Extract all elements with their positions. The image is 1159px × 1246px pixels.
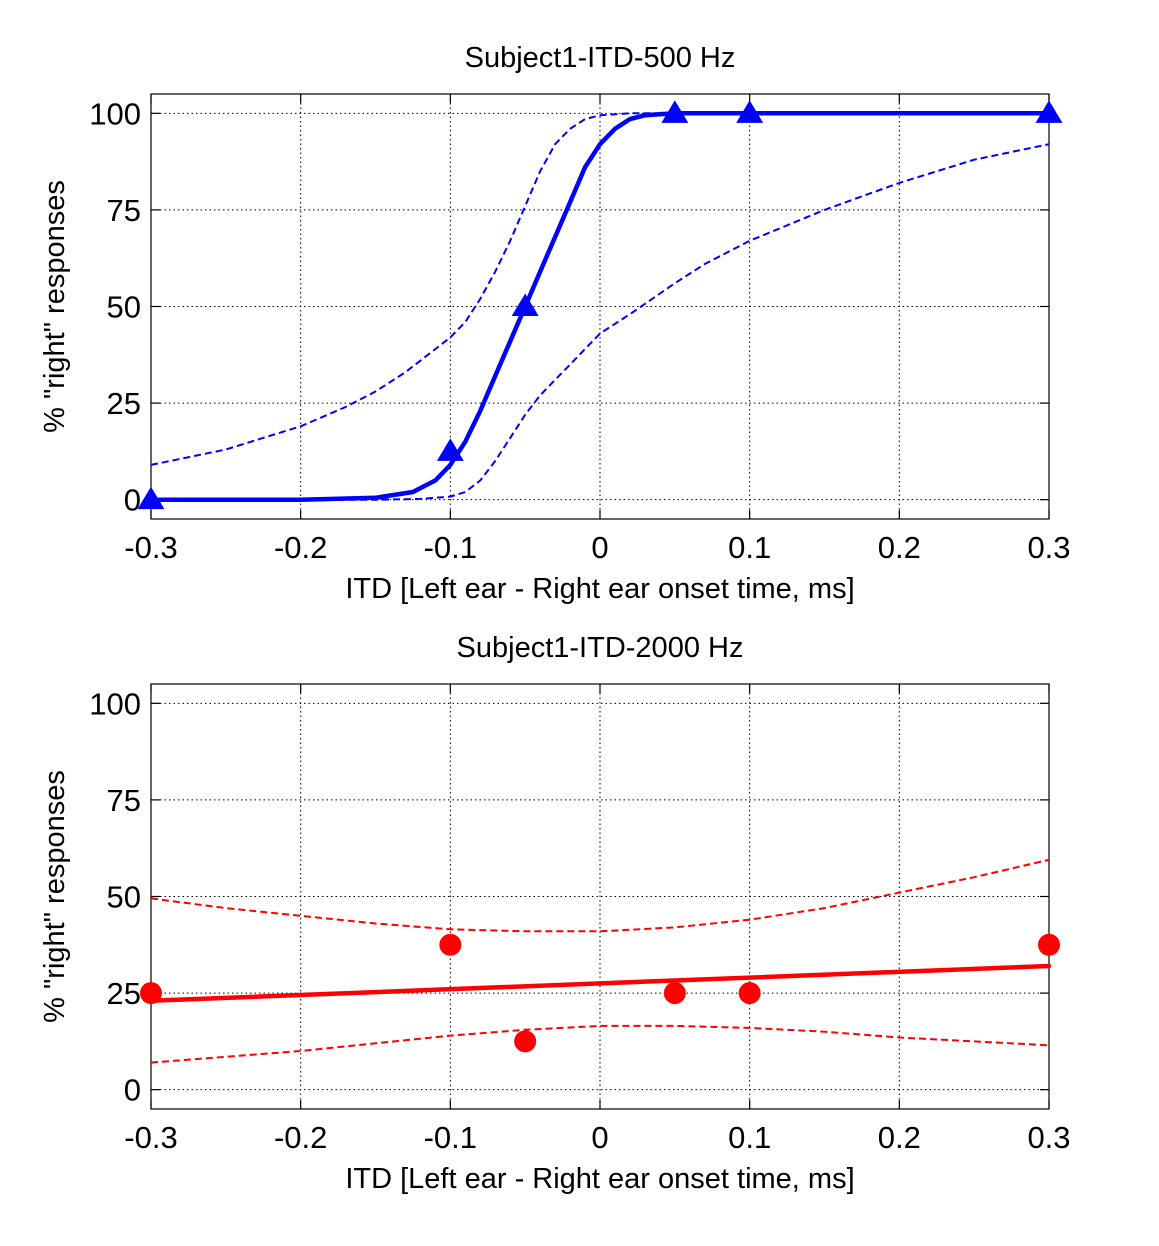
chart-title: Subject1-ITD-500 Hz: [465, 42, 736, 74]
x-tick-label: -0.1: [424, 1120, 477, 1155]
fit-line: [148, 963, 1052, 1004]
data-point: [738, 982, 761, 1005]
chart-title: Subject1-ITD-2000 Hz: [457, 632, 744, 664]
y-tick-label: 100: [89, 96, 141, 131]
data-point: [140, 982, 162, 1005]
y-tick-label: 75: [107, 783, 141, 818]
data-point: [514, 1030, 537, 1053]
data-point: [661, 100, 689, 123]
y-tick-label: 0: [124, 483, 141, 518]
x-tick-label: 0: [591, 530, 608, 565]
data-point: [736, 100, 764, 123]
y-tick-label: 0: [124, 1073, 141, 1108]
x-tick-label: -0.2: [274, 530, 327, 565]
x-tick-label: 0.2: [878, 530, 921, 565]
fit-line: [148, 111, 1052, 502]
y-tick-label: 75: [107, 193, 141, 228]
data-point: [511, 293, 539, 316]
x-tick-label: 0.1: [728, 1120, 771, 1155]
x-tick-label: 0.3: [1027, 1120, 1070, 1155]
data-point: [439, 933, 462, 956]
chart-panel-1: -0.3 -0.2 -0.1 0 0.1 0.2 0.3 0 25 50 75 100 Subject1…: [39, 42, 1071, 605]
data-point: [1038, 933, 1060, 956]
y-tick-label: 100: [89, 686, 141, 721]
data-point: [1035, 100, 1063, 123]
x-tick-label: -0.3: [124, 530, 177, 565]
confidence-upper-line: [150, 858, 1050, 933]
x-tick-label: -0.3: [124, 1120, 177, 1155]
y-tick-label: 25: [107, 976, 141, 1011]
x-axis-label: ITD [Left ear - Right ear onset time, ms…: [345, 573, 854, 605]
x-axis-label: ITD [Left ear - Right ear onset time, ms…: [345, 1163, 854, 1195]
data-point: [663, 982, 686, 1005]
confidence-lower-line: [151, 143, 1050, 501]
x-tick-label: -0.2: [274, 1120, 327, 1155]
x-tick-label: 0: [591, 1120, 608, 1155]
x-tick-label: 0.1: [728, 530, 771, 565]
x-tick-label: 0.3: [1027, 530, 1070, 565]
confidence-lower-line: [150, 1024, 1050, 1064]
y-tick-label: 50: [107, 290, 141, 325]
x-tick-label: -0.1: [424, 530, 477, 565]
y-axis-label: % "right" responses: [39, 770, 71, 1023]
y-axis-label: % "right" responses: [39, 180, 71, 433]
y-tick-label: 50: [107, 880, 141, 915]
data-point: [436, 438, 464, 461]
data-point: [137, 486, 165, 510]
x-tick-label: 0.2: [878, 1120, 921, 1155]
chart-panel-2: -0.3 -0.2 -0.1 0 0.1 0.2 0.3 0 25 50 75 100 Subject1…: [39, 632, 1071, 1195]
y-tick-label: 25: [107, 386, 141, 421]
